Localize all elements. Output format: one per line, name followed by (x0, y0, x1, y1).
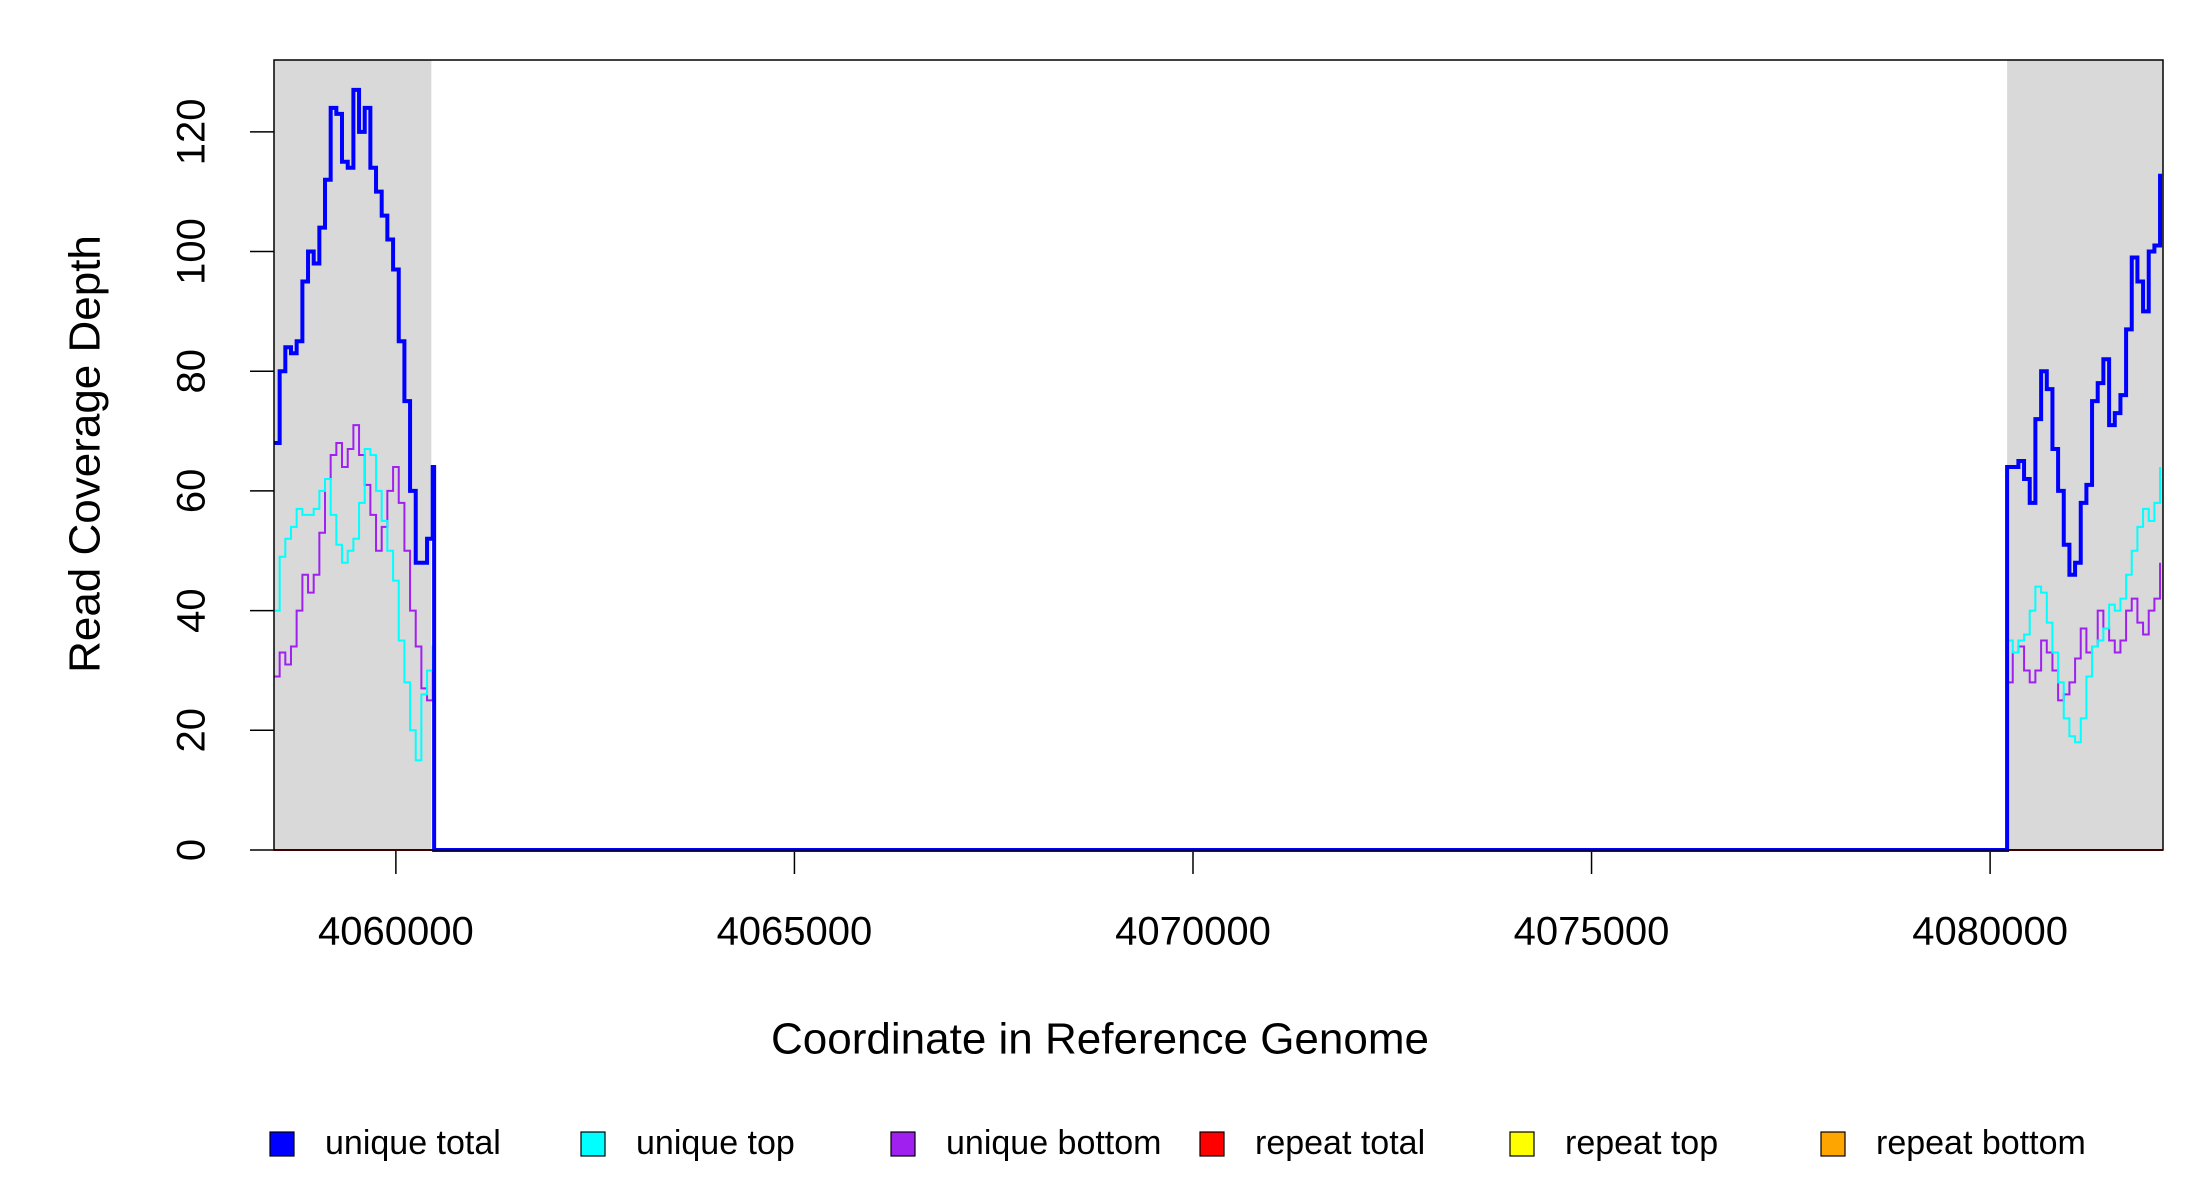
plot-frame (273, 59, 2164, 851)
legend-label: unique top (636, 1124, 795, 1162)
y-tick-label: 120 (170, 98, 214, 165)
series-line (274, 87, 2163, 852)
legend-swatch (580, 1131, 606, 1157)
y-tick-label: 40 (170, 588, 214, 633)
legend-swatch (1820, 1131, 1846, 1157)
y-tick-label: 0 (170, 839, 214, 861)
legend-label: repeat top (1565, 1124, 1718, 1162)
legend-label: repeat total (1255, 1124, 1425, 1162)
y-axis-label: Read Coverage Depth (61, 235, 110, 673)
legend-swatch (269, 1131, 295, 1157)
y-tick-label: 100 (170, 218, 214, 285)
y-tick-label: 80 (170, 349, 214, 394)
legend-swatch (1199, 1131, 1225, 1157)
x-axis-label: Coordinate in Reference Genome (771, 1015, 1429, 1064)
legend-swatch (1509, 1131, 1535, 1157)
legend-label: unique total (325, 1124, 501, 1162)
y-tick-label: 60 (170, 469, 214, 513)
x-tick-label: 4080000 (1912, 910, 2068, 954)
series-line (274, 424, 2162, 851)
legend-label: repeat bottom (1876, 1124, 2086, 1162)
shaded-region (274, 60, 432, 850)
x-tick-label: 4065000 (717, 910, 873, 954)
shaded-region (2007, 60, 2163, 850)
x-tick-label: 4070000 (1115, 910, 1271, 954)
legend-label: unique bottom (946, 1124, 1162, 1162)
x-tick-label: 4060000 (318, 910, 474, 954)
series-line (274, 448, 2162, 851)
legend-swatch (890, 1131, 916, 1157)
x-tick-label: 4075000 (1514, 910, 1670, 954)
y-tick-label: 20 (170, 708, 214, 753)
